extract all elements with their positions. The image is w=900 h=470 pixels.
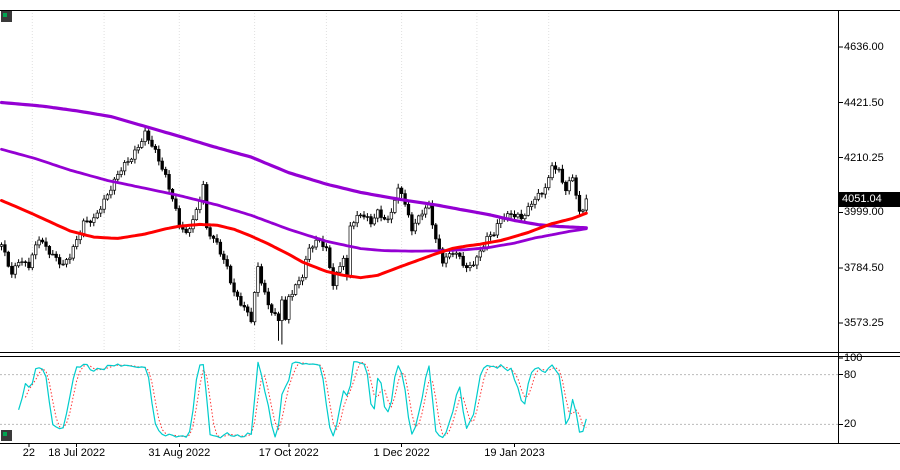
time-axis-label: 31 Aug 2022 (148, 447, 211, 459)
price-axis-label: 4636.00 (844, 40, 884, 53)
current-price-value: 4051.04 (842, 192, 882, 205)
time-axis-label: 18 Jul 2022 (48, 447, 106, 459)
time-axis[interactable]: 22 18 Jul 2022 31 Aug 2022 17 Oct 2022 1 Dec… (0, 443, 900, 470)
time-axis-label: 17 Oct 2022 (258, 447, 319, 459)
ma-fast-red-line (0, 199, 588, 280)
indicator-axis-label: 20 (844, 418, 857, 431)
ma-mid-purple-line (0, 147, 588, 253)
price-axis-label: 3573.25 (844, 317, 884, 330)
indicator-axis-label: 80 (844, 368, 857, 381)
indicator-pane[interactable] (0, 356, 838, 443)
time-axis-label: 1 Dec 2022 (373, 447, 430, 459)
stoch-main-line (18, 361, 587, 439)
time-axis-label: 19 Jan 2023 (484, 447, 545, 459)
current-price-tag: 4051.04 (839, 191, 900, 207)
indicator-axis-label: 100 (844, 352, 863, 364)
price-axis[interactable]: 4636.00 4421.50 4210.25 3999.00 3784.50 3573.… (838, 0, 900, 470)
price-axis-label: 3784.50 (844, 262, 884, 275)
chart-corner-marker-icon (1, 11, 12, 22)
price-axis-label: 4210.25 (844, 151, 884, 164)
ma-slow-purple-line (0, 100, 588, 230)
price-axis-label: 4421.50 (844, 96, 884, 109)
main-chart-pane[interactable] (0, 10, 838, 352)
price-axis-label: 3999.00 (844, 206, 884, 219)
time-axis-label: 22 (22, 447, 35, 459)
indicator-corner-marker-icon (1, 430, 12, 441)
